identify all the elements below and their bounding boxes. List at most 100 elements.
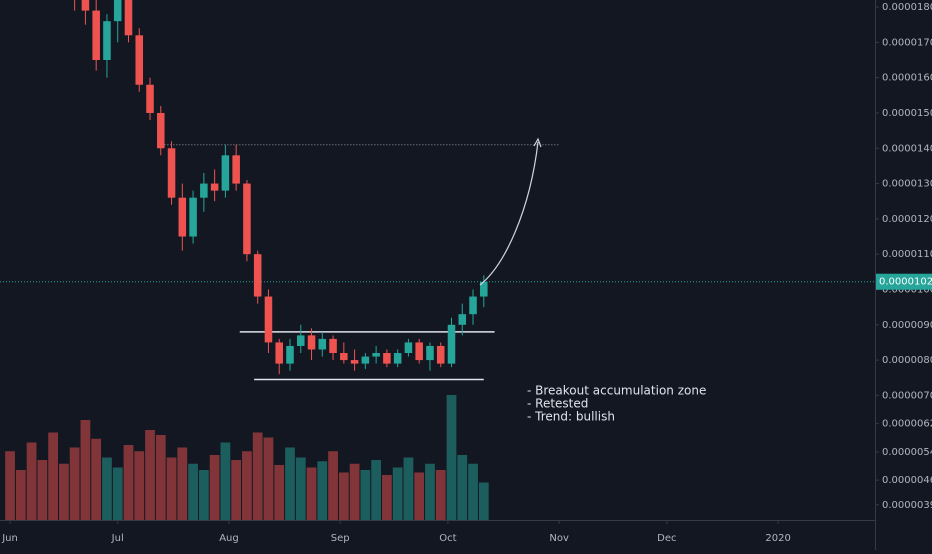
candle-body: [210, 183, 219, 191]
y-tick-label: 0.00001200: [882, 214, 932, 225]
candle-body: [329, 338, 337, 354]
candle-body: [415, 342, 423, 361]
candle-body: [135, 35, 144, 85]
y-tick-label: 0.00000700: [882, 390, 932, 401]
volume-bar: [91, 438, 102, 520]
volume-bar: [457, 455, 468, 520]
x-tick-label: Jul: [111, 533, 124, 544]
candle-body: [178, 197, 187, 237]
volume-bar: [220, 442, 231, 520]
candle-body: [469, 296, 477, 315]
candle-body: [436, 345, 445, 364]
volume-bar: [446, 395, 457, 520]
volume-bar: [112, 467, 123, 520]
volume-bar: [145, 430, 155, 520]
candle-body: [404, 342, 413, 354]
candle-body: [318, 338, 327, 350]
candle-body: [124, 0, 133, 36]
volume-bar: [231, 460, 242, 520]
candle-body: [361, 356, 370, 364]
volume-bar: [468, 463, 478, 520]
candle-body: [480, 281, 488, 297]
x-tick-label: Sep: [331, 533, 350, 544]
candle-body: [253, 254, 262, 297]
price-layer: [0, 0, 875, 381]
candle-body: [146, 84, 154, 113]
volume-bar: [155, 435, 166, 520]
volume-bar: [403, 457, 414, 520]
x-tick-label: 2020: [765, 533, 790, 544]
volume-bar: [478, 482, 489, 520]
annotation: - Breakout accumulation zone: [527, 384, 706, 398]
candle-body: [383, 353, 391, 364]
candle-body: [286, 345, 294, 364]
candle-body: [113, 0, 122, 22]
volume-bar: [209, 455, 220, 520]
volume-bar: [69, 447, 80, 520]
volume-bar: [349, 463, 360, 520]
last-price-label: 0.00001022: [879, 277, 932, 288]
volume-bar: [80, 420, 91, 520]
candle-body: [92, 10, 100, 61]
candle-body: [232, 155, 240, 184]
volume-bar: [306, 467, 317, 520]
candle-body: [393, 353, 402, 364]
y-tick-label: 0.00001500: [882, 108, 932, 119]
x-tick-label: Aug: [219, 533, 239, 544]
y-tick-label: 0.00000620: [882, 419, 932, 430]
x-tick-label: Nov: [549, 533, 569, 544]
y-tick-label: 0.00001100: [882, 249, 932, 260]
volume-bar: [37, 460, 48, 520]
volume-bar: [134, 451, 145, 520]
volume-bar: [123, 445, 134, 520]
candle-body: [264, 296, 273, 343]
volume-bar: [371, 460, 382, 520]
volume-bar: [59, 463, 69, 520]
volume-bar: [48, 432, 59, 520]
axes: 0.00001800 0.00001700 0.00001600 0.00001500…: [1, 2, 932, 544]
x-tick-label: Dec: [657, 533, 676, 544]
volume-layer: [5, 395, 489, 520]
candle-body: [340, 353, 348, 361]
y-tick-label: 0.00001700: [882, 37, 932, 48]
candle-body: [221, 155, 230, 191]
volume-bar: [274, 465, 285, 520]
volume-bar: [263, 437, 274, 520]
volume-bar: [5, 451, 15, 520]
candle-body: [275, 342, 283, 364]
y-tick-label: 0.00000540: [882, 447, 932, 458]
candle-body: [307, 335, 316, 350]
y-tick-label: 0.00001300: [882, 179, 932, 190]
candle-body: [458, 314, 467, 325]
volume-bar: [425, 463, 435, 520]
volume-bar: [188, 463, 198, 520]
volume-bar: [285, 447, 295, 520]
candle-body: [243, 183, 251, 255]
x-tick-label: Jun: [1, 533, 18, 544]
volume-bar: [102, 457, 112, 520]
candle-body: [81, 0, 90, 11]
volume-bar: [414, 472, 425, 520]
candle-body: [447, 324, 456, 364]
arrow-head: [533, 137, 542, 148]
volume-bar: [295, 457, 306, 520]
last-price-box: [876, 273, 932, 290]
annotation: - Trend: bullish: [527, 410, 615, 424]
volume-bar: [26, 442, 37, 520]
volume-bar: [317, 461, 328, 520]
x-tick-label: Oct: [439, 533, 456, 544]
y-tick-label: 0.00000900: [882, 320, 932, 331]
y-tick-label: 0.00000800: [882, 355, 932, 366]
volume-bar: [382, 475, 392, 520]
y-tick-label: 0.00001600: [882, 73, 932, 84]
volume-bar: [338, 472, 349, 520]
y-tick-label: 0.00001000: [882, 284, 932, 295]
volume-bar: [177, 447, 188, 520]
volume-bar: [435, 470, 446, 520]
candle-body: [103, 21, 111, 61]
candle-body: [350, 360, 359, 364]
volume-bar: [328, 451, 338, 520]
volume-bar: [166, 457, 177, 520]
projection-arrow: [479, 141, 539, 286]
